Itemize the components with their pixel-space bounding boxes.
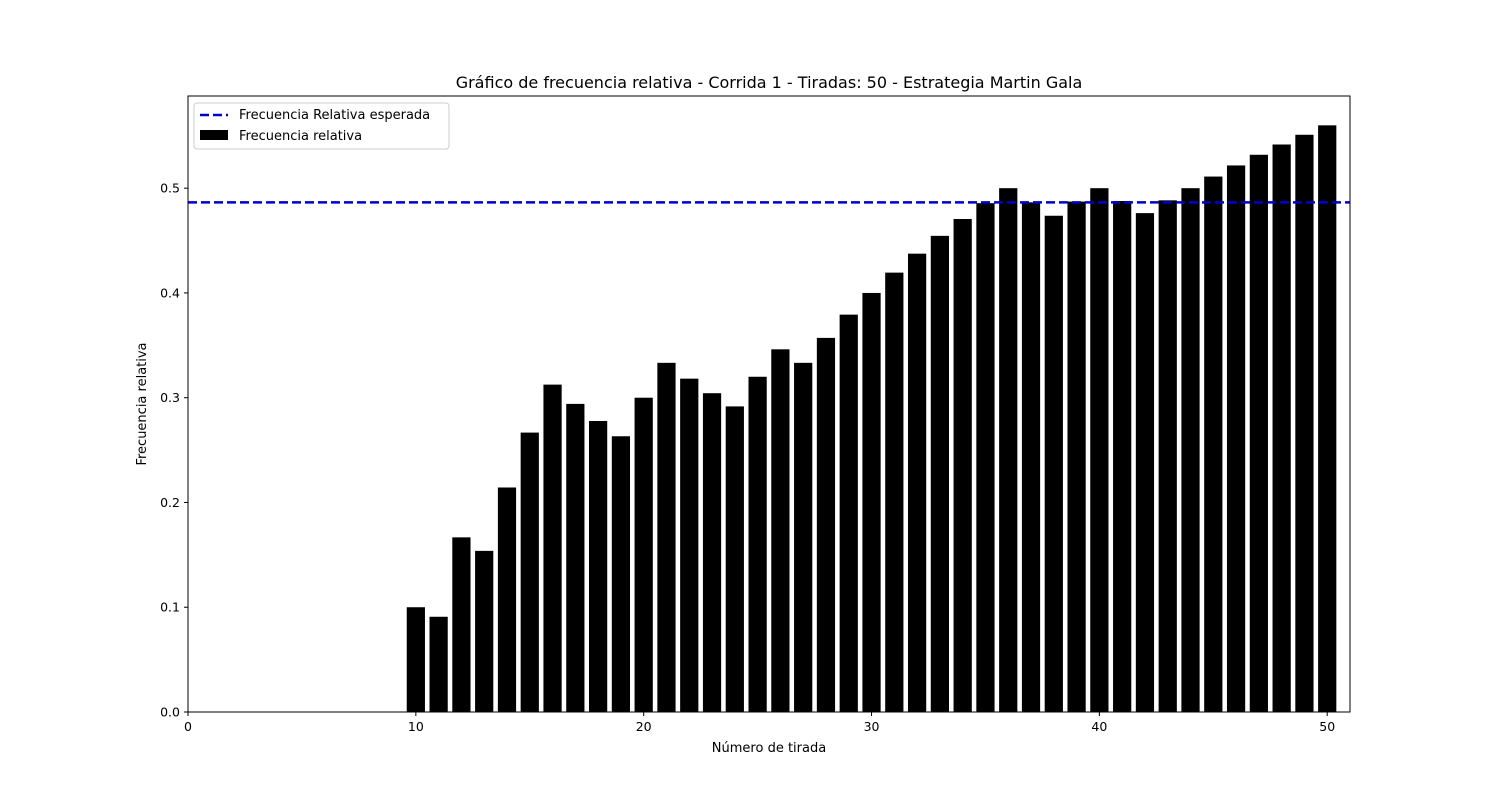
bar-25	[748, 376, 767, 712]
bar-41	[1113, 200, 1132, 712]
bar-17	[566, 403, 585, 712]
axes-frame	[187, 95, 1351, 713]
bar-14	[497, 487, 517, 712]
legend: Frecuencia Relativa esperada Frecuencia …	[193, 102, 450, 150]
bar-42	[1135, 213, 1155, 712]
bar-23	[702, 393, 722, 712]
legend-box	[193, 102, 450, 150]
y-tick-label: 0.2	[160, 495, 180, 510]
y-tick-label: 0.5	[160, 181, 180, 196]
bar-16	[543, 384, 562, 712]
bars-group	[406, 125, 1337, 713]
bar-31	[885, 272, 904, 712]
bar-18	[589, 420, 608, 712]
bar-15	[520, 432, 539, 712]
bar-29	[839, 314, 858, 712]
legend-bar-swatch	[200, 130, 228, 140]
bar-46	[1226, 165, 1246, 712]
bar-34	[953, 218, 972, 712]
bar-27	[794, 362, 813, 712]
y-tick-label: 0.1	[160, 600, 180, 615]
x-axis-ticks: 0 10 20 30 40 50	[184, 712, 1335, 734]
bar-11	[429, 616, 448, 712]
bar-43	[1158, 200, 1177, 713]
x-tick-label: 10	[408, 719, 424, 734]
bar-49	[1295, 134, 1314, 712]
bar-50	[1318, 125, 1337, 713]
bar-26	[771, 349, 790, 712]
x-tick-label: 50	[1319, 719, 1335, 734]
x-tick-label: 40	[1091, 719, 1107, 734]
bar-13	[475, 550, 494, 712]
legend-label-expected: Frecuencia Relativa esperada	[239, 108, 430, 123]
x-axis-label: Número de tirada	[712, 741, 826, 756]
bar-30	[862, 292, 881, 712]
legend-label-bars: Frecuencia relativa	[239, 129, 362, 144]
bar-37	[1021, 202, 1041, 713]
chart-title: Gráfico de frecuencia relativa - Corrida…	[456, 73, 1083, 92]
bar-20	[634, 397, 653, 712]
bar-33	[930, 235, 949, 712]
bar-32	[907, 253, 927, 712]
bar-38	[1044, 215, 1063, 712]
y-tick-label: 0.4	[160, 285, 180, 300]
bar-48	[1272, 144, 1291, 712]
bar-19	[611, 436, 631, 712]
bar-24	[725, 406, 744, 712]
x-tick-label: 30	[864, 719, 880, 734]
bar-39	[1067, 201, 1086, 712]
x-tick-label: 0	[184, 719, 192, 734]
y-axis-ticks: 0.0 0.1 0.2 0.3 0.4 0.5	[160, 181, 188, 720]
bar-28	[816, 337, 836, 712]
bar-45	[1204, 176, 1223, 713]
bar-36	[999, 188, 1018, 712]
bar-40	[1090, 188, 1109, 712]
bar-12	[452, 537, 471, 712]
y-tick-label: 0.3	[160, 390, 180, 405]
x-tick-label: 20	[636, 719, 652, 734]
bar-21	[657, 362, 676, 712]
y-tick-label: 0.0	[160, 705, 180, 720]
bar-22	[680, 378, 699, 712]
y-axis-label: Frecuencia relativa	[135, 342, 150, 465]
bar-10	[406, 607, 425, 712]
bar-35	[976, 203, 995, 712]
bar-44	[1181, 188, 1200, 712]
bar-47	[1249, 154, 1268, 712]
